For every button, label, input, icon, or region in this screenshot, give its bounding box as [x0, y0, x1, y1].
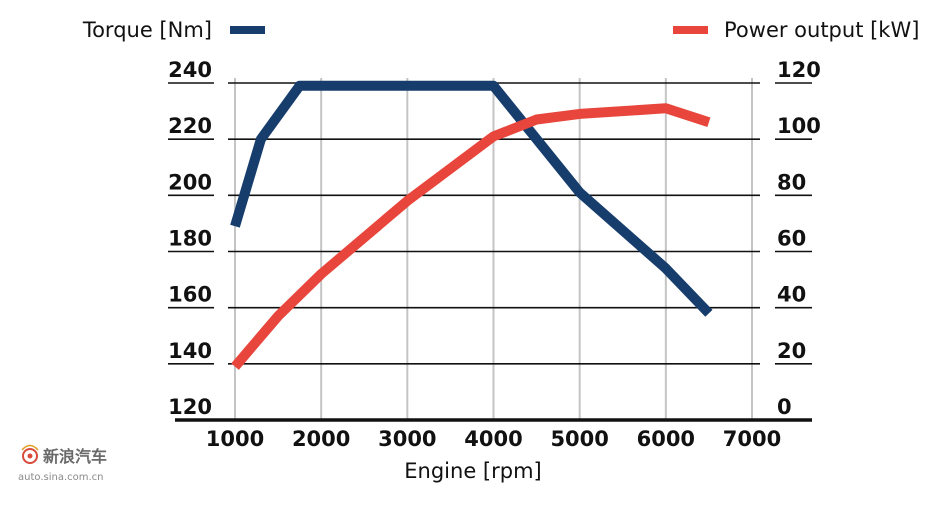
right-tick-label-60: 60	[777, 227, 806, 251]
left-tick-label-220: 220	[168, 114, 212, 138]
right-tick-label-40: 40	[777, 283, 806, 307]
x-tick-label-2000: 2000	[292, 427, 350, 451]
power-line	[231, 103, 711, 370]
watermark: 新浪汽车 auto.sina.com.cn	[18, 444, 107, 483]
x-tick-label-6000: 6000	[637, 427, 695, 451]
x-tick-label-3000: 3000	[378, 427, 436, 451]
x-tick-label-5000: 5000	[550, 427, 608, 451]
right-tick-label-120: 120	[777, 58, 821, 82]
left-tick-label-160: 160	[168, 283, 212, 307]
legend-power-label: Power output [kW]	[724, 18, 919, 42]
right-tick-label-0: 0	[777, 395, 792, 419]
series-lines	[230, 80, 713, 370]
right-tick-label-100: 100	[777, 114, 821, 138]
left-tick-label-240: 240	[168, 58, 212, 82]
legend-torque-label: Torque [Nm]	[82, 18, 212, 42]
right-tick-label-80: 80	[777, 170, 806, 194]
x-tick-label-1000: 1000	[206, 427, 264, 451]
left-tick-label-140: 140	[168, 339, 212, 363]
torque-line	[230, 80, 713, 317]
sina-eye-logo-icon	[21, 444, 39, 464]
x-tick-label-4000: 4000	[464, 427, 522, 451]
x-axis-title: Engine [rpm]	[404, 459, 541, 483]
left-tick-label-200: 200	[168, 170, 212, 194]
left-tick-label-120: 120	[168, 395, 212, 419]
right-tick-label-20: 20	[777, 339, 806, 363]
watermark-site-name: 新浪汽车	[43, 447, 107, 466]
left-tick-label-180: 180	[168, 227, 212, 251]
x-tick-label-7000: 7000	[723, 427, 781, 451]
watermark-url: auto.sina.com.cn	[18, 472, 104, 483]
tick-labels: 120 140 160 180 200 220 240 0 20 40 60 80 100 120 1000…	[168, 58, 821, 451]
